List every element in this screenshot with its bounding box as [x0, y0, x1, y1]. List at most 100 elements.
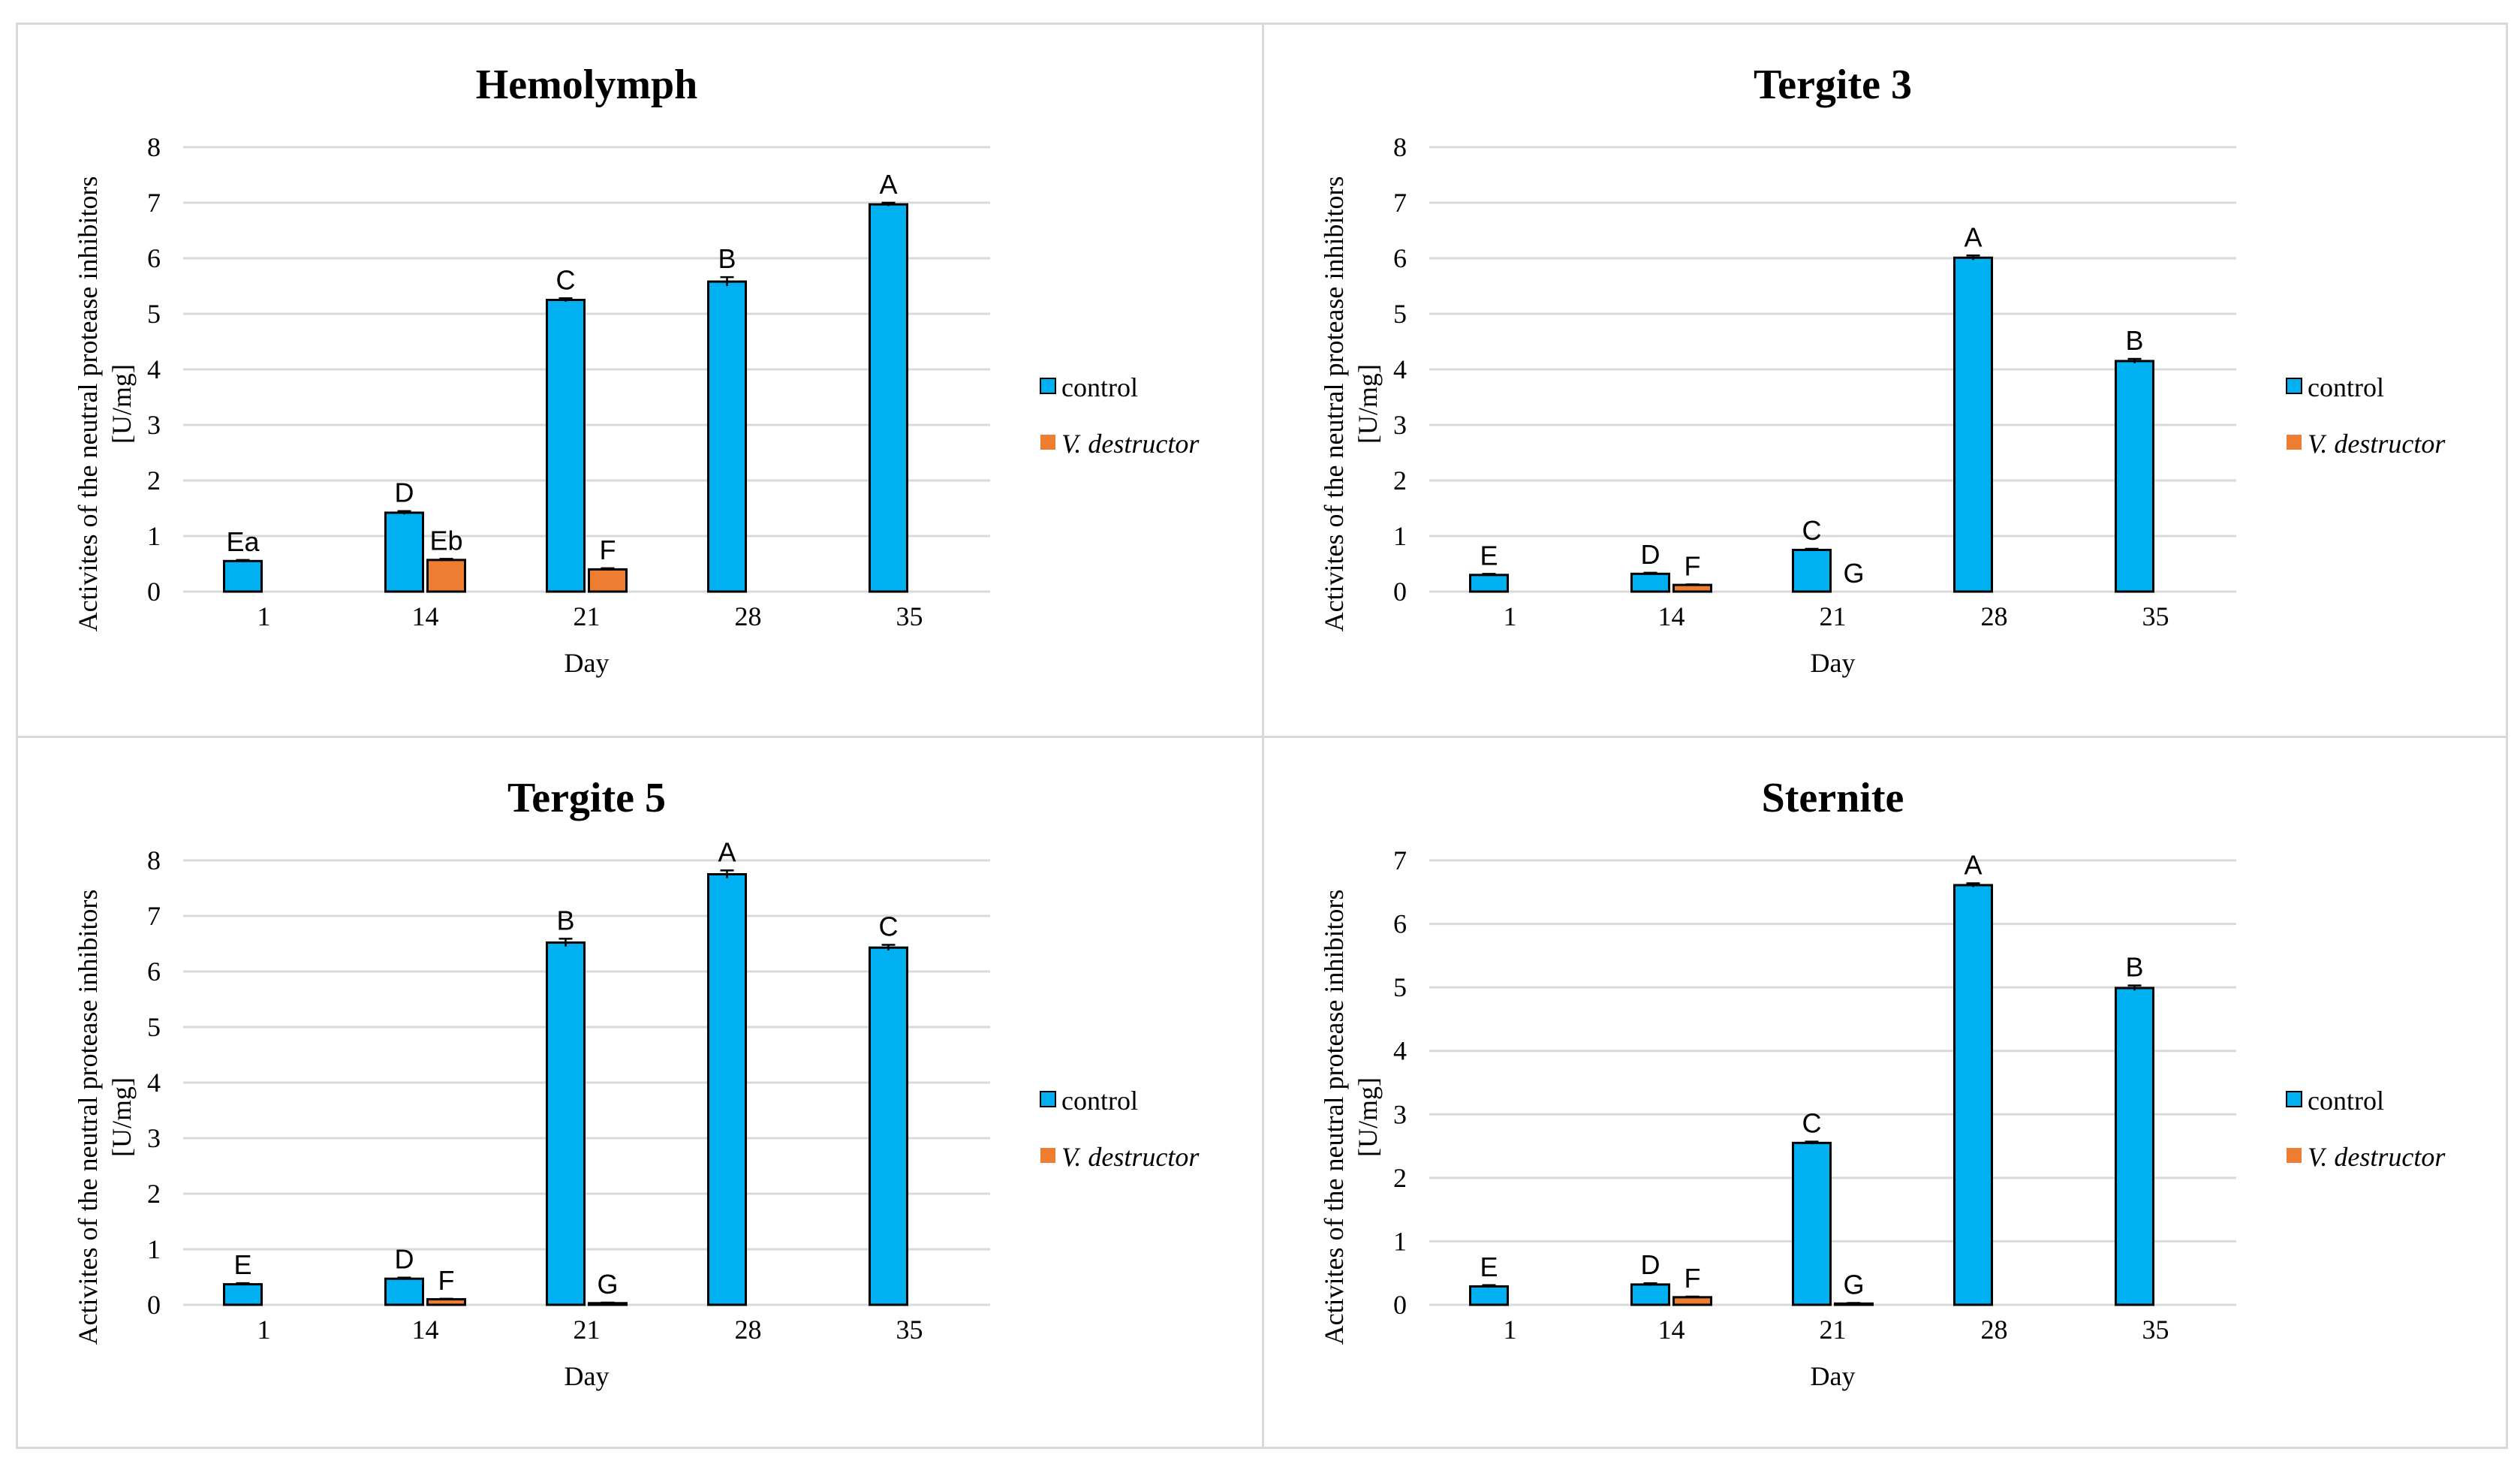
chart-svg-sternite: Sternite 0 1 2 3 4 5 6 7 Activites of the neutral… [1319, 775, 2446, 1391]
y-tick-label: 4 [1393, 1036, 1407, 1066]
bar-control [223, 559, 263, 593]
bar-significance-label: B [556, 905, 574, 935]
bar-v-destructor [426, 559, 466, 593]
bar-significance-label: F [600, 535, 616, 565]
x-tick-label: 35 [896, 601, 923, 631]
y-tick-label: 3 [147, 1123, 161, 1153]
y-tick-label: 0 [1393, 577, 1407, 607]
bar-significance-label: C [556, 264, 576, 295]
chart-title: Tergite 3 [1754, 62, 1912, 108]
y-tick-label: 1 [147, 521, 161, 551]
bar-significance-label: D [395, 477, 414, 508]
figure-grid: Hemolymph 0 1 2 3 4 5 6 7 8 Activites of the neutr… [16, 23, 2508, 1449]
bar-significance-label: G [1843, 1269, 1864, 1300]
bar-control [869, 203, 908, 593]
legend-swatch [2286, 1091, 2302, 1107]
chart-title: Tergite 5 [507, 775, 666, 821]
y-tick-label: 7 [1393, 188, 1407, 218]
x-axis-title: Day [1811, 648, 1856, 678]
legend-swatch [1040, 435, 1055, 450]
y-tick-label: 6 [1393, 909, 1407, 939]
y-tick-label: 1 [1393, 521, 1407, 551]
y-tick-label: 5 [1393, 299, 1407, 329]
bar-control [1792, 1141, 1832, 1306]
y-tick-label: 0 [147, 577, 161, 607]
legend-swatch [2287, 435, 2302, 450]
bar-control [384, 511, 424, 593]
y-axis-title-line-2: [U/mg] [1353, 364, 1383, 444]
bar-control [707, 873, 747, 1306]
y-tick-label: 3 [147, 410, 161, 440]
x-tick-label: 21 [1820, 1315, 1847, 1345]
bar-significance-label: D [1641, 539, 1660, 570]
y-tick-label: 8 [1393, 132, 1407, 162]
y-tick-label: 1 [147, 1234, 161, 1264]
bar-v-destructor [588, 568, 628, 593]
x-tick-label: 1 [1504, 1315, 1517, 1345]
legend-label: V. destructor [1061, 429, 1200, 459]
panel-hemolymph: Hemolymph 0 1 2 3 4 5 6 7 8 Activites of the neutr… [18, 25, 1264, 738]
bar-significance-label: A [879, 169, 897, 200]
legend-label: control [2308, 1086, 2384, 1116]
legend-label: V. destructor [2308, 1142, 2446, 1172]
bar-significance-label: F [1685, 1263, 1701, 1294]
x-axis-title: Day [1811, 1361, 1856, 1391]
bar-control [2115, 987, 2154, 1306]
y-tick-label: 2 [1393, 1163, 1407, 1193]
bar-significance-label: B [2125, 952, 2143, 983]
legend-label: V. destructor [2308, 429, 2446, 459]
x-tick-label: 28 [735, 1315, 762, 1345]
y-tick-label: 7 [1393, 845, 1407, 875]
legend-swatch [2287, 1148, 2302, 1163]
chart-svg-hemolymph: Hemolymph 0 1 2 3 4 5 6 7 8 Activites of the neutr… [73, 62, 1200, 678]
bar-significance-label: E [233, 1249, 251, 1280]
y-tick-label: 2 [147, 465, 161, 496]
bar-significance-label: A [1964, 849, 1982, 880]
bar-significance-label: B [718, 243, 736, 274]
x-tick-label: 21 [574, 1315, 601, 1345]
legend-swatch [2286, 378, 2302, 394]
bar-significance-label: F [438, 1265, 455, 1296]
panel-tergite-5: Tergite 5 0 1 2 3 4 5 6 7 8 Activites of the neutr… [18, 738, 1264, 1447]
bar-significance-label: Ea [226, 526, 260, 557]
y-axis-title-line-1: Activites of the neutral protease inhibi… [1319, 176, 1349, 632]
x-tick-label: 1 [1504, 601, 1517, 631]
y-axis-title-line-1: Activites of the neutral protease inhibi… [73, 890, 103, 1345]
x-tick-label: 1 [257, 601, 271, 631]
bar-v-destructor [426, 1298, 466, 1306]
y-tick-label: 6 [1393, 243, 1407, 273]
bar-control [384, 1277, 424, 1306]
y-axis-title-line-1: Activites of the neutral protease inhibi… [73, 176, 103, 632]
bar-significance-label: D [1641, 1249, 1660, 1280]
bar-significance-label: C [1802, 515, 1822, 546]
bar-control [546, 941, 586, 1306]
y-axis-title-line-1: Activites of the neutral protease inhibi… [1319, 890, 1349, 1345]
x-tick-label: 21 [574, 601, 601, 631]
y-axis-title-line-2: [U/mg] [1353, 1077, 1383, 1157]
y-tick-label: 2 [1393, 465, 1407, 496]
x-axis-title: Day [565, 648, 610, 678]
bar-significance-label: C [1802, 1108, 1822, 1139]
bar-significance-label: G [1843, 558, 1864, 589]
panel-sternite: Sternite 0 1 2 3 4 5 6 7 Activites of the neutral… [1264, 738, 2506, 1447]
bar-control [707, 280, 747, 593]
bar-control [1953, 884, 1993, 1306]
bar-significance-label: C [879, 911, 899, 941]
bar-control [1630, 572, 1670, 593]
y-tick-label: 3 [1393, 410, 1407, 440]
y-tick-label: 5 [147, 1012, 161, 1042]
x-tick-label: 35 [2142, 1315, 2169, 1345]
y-tick-label: 8 [147, 845, 161, 875]
chart-title: Sternite [1762, 775, 1904, 821]
x-tick-label: 14 [1658, 1315, 1685, 1345]
bar-significance-label: A [1964, 221, 1982, 252]
legend-swatch [1040, 378, 1056, 394]
bar-control [1630, 1283, 1670, 1306]
bar-significance-label: D [395, 1244, 414, 1275]
y-tick-label: 3 [1393, 1099, 1407, 1129]
y-tick-label: 7 [147, 901, 161, 931]
bar-significance-label: G [597, 1269, 618, 1300]
bar-significance-label: E [1480, 1252, 1498, 1282]
legend-label: control [1061, 1086, 1138, 1116]
bar-control [546, 299, 586, 593]
